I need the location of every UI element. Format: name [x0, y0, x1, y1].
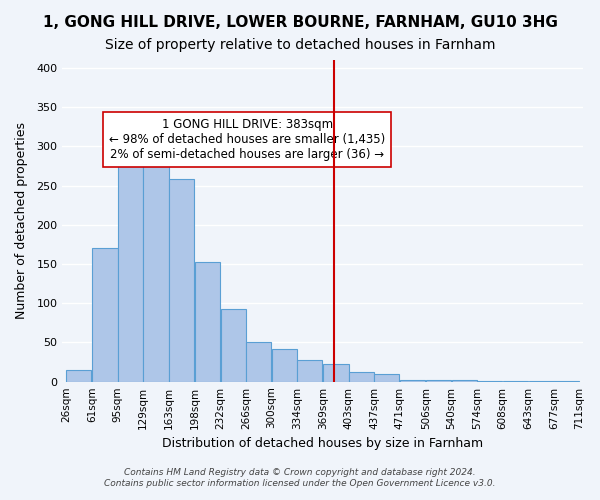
Bar [323, 364, 349, 382]
Bar [246, 342, 271, 382]
Bar [503, 381, 527, 382]
Bar [349, 372, 374, 382]
X-axis label: Distribution of detached houses by size in Farnham: Distribution of detached houses by size … [162, 437, 484, 450]
Bar [221, 310, 246, 382]
Text: 1 GONG HILL DRIVE: 383sqm
← 98% of detached houses are smaller (1,435)
2% of sem: 1 GONG HILL DRIVE: 383sqm ← 98% of detac… [109, 118, 385, 161]
Bar [400, 380, 425, 382]
Bar [297, 360, 322, 382]
Bar [426, 380, 451, 382]
Bar [272, 348, 297, 382]
Y-axis label: Number of detached properties: Number of detached properties [15, 122, 28, 320]
Text: 1, GONG HILL DRIVE, LOWER BOURNE, FARNHAM, GU10 3HG: 1, GONG HILL DRIVE, LOWER BOURNE, FARNHA… [43, 15, 557, 30]
Bar [554, 381, 580, 382]
Bar [529, 381, 554, 382]
Text: Size of property relative to detached houses in Farnham: Size of property relative to detached ho… [105, 38, 495, 52]
Text: Contains HM Land Registry data © Crown copyright and database right 2024.
Contai: Contains HM Land Registry data © Crown c… [104, 468, 496, 487]
Bar [92, 248, 118, 382]
Bar [195, 262, 220, 382]
Bar [374, 374, 400, 382]
Bar [143, 126, 169, 382]
Bar [66, 370, 91, 382]
Bar [169, 180, 194, 382]
Bar [118, 146, 143, 382]
Bar [452, 380, 477, 382]
Bar [477, 381, 502, 382]
